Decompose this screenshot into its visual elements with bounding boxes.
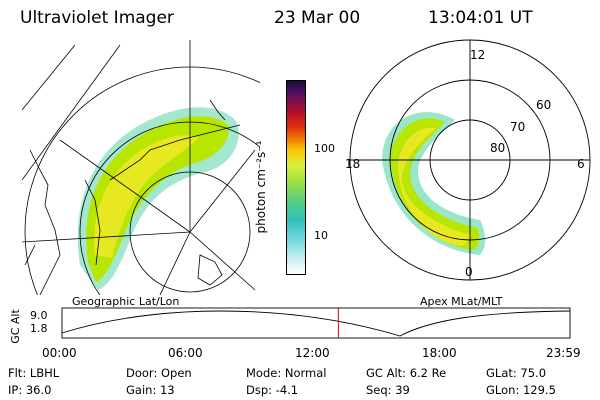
orbit-time-3: 18:00 <box>422 346 457 360</box>
status-gain: Gain: 13 <box>126 383 175 397</box>
polar-caption: Apex MLat/MLT <box>420 295 503 308</box>
geo-caption: Geographic Lat/Lon <box>72 295 180 308</box>
date-text: 23 Mar 00 <box>274 8 361 28</box>
orbit-ytick-top: 9.0 <box>30 309 48 322</box>
status-dsp: Dsp: -4.1 <box>246 383 299 397</box>
colorbar-tick-10: 10 <box>314 229 328 242</box>
status-filter: Flt: LBHL <box>8 366 60 380</box>
orbit-time-2: 12:00 <box>295 346 330 360</box>
mlt-12-label: 12 <box>470 48 486 62</box>
mlat-70-label: 70 <box>510 120 526 134</box>
orbit-time-4: 23:59 <box>546 346 581 360</box>
colorbar-tick-100: 100 <box>314 142 335 155</box>
status-seq: Seq: 39 <box>366 383 410 397</box>
colorbar <box>286 80 306 275</box>
mlt-18-label: 18 <box>345 157 361 171</box>
mlat-60-label: 60 <box>536 98 552 112</box>
status-door: Door: Open <box>126 366 192 380</box>
time-text: 13:04:01 UT <box>428 8 533 28</box>
status-glon: GLon: 129.5 <box>486 383 556 397</box>
status-ip: IP: 36.0 <box>8 383 52 397</box>
mlt-6-label: 6 <box>577 157 585 171</box>
status-glat: GLat: 75.0 <box>486 366 547 380</box>
mlt-0-label: 0 <box>465 265 473 279</box>
orbit-time-1: 06:00 <box>168 346 203 360</box>
orbit-time-0: 00:00 <box>42 346 77 360</box>
status-mode: Mode: Normal <box>246 366 327 380</box>
mlat-80-label: 80 <box>490 141 506 155</box>
orbit-ytick-bottom: 1.8 <box>30 322 48 335</box>
status-gc-alt: GC Alt: 6.2 Re <box>366 366 447 380</box>
title-text: Ultraviolet Imager <box>20 8 174 28</box>
